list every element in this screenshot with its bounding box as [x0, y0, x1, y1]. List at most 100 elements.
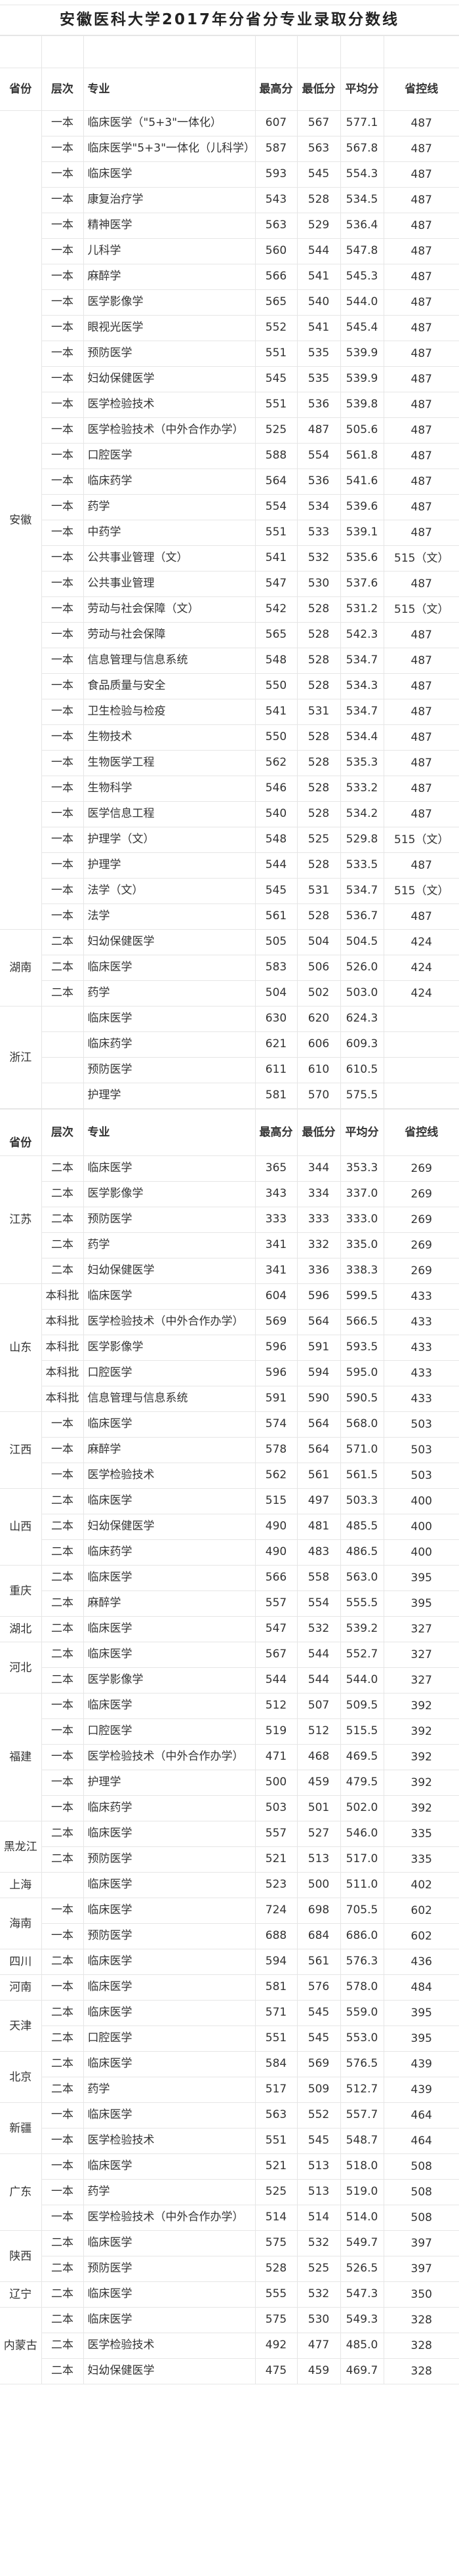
- table-row: 一本 精神医学 563 529 536.4 487: [0, 213, 459, 239]
- control-line-cell: 328: [383, 2358, 459, 2384]
- max-score-cell: 475: [254, 2358, 298, 2384]
- major-cell: 妇幼保健医学: [83, 1258, 256, 1284]
- table-row: 陕西 二本 临床医学 575 532 549.7 397: [0, 2230, 459, 2282]
- score-table: 省份 层次 专业 最高分 最低分 平均分 省控线 安徽 一本 临床医学（"5+3"一体化） 607 5…: [0, 35, 459, 1109]
- major-cell: 医学影像学: [83, 1667, 256, 1693]
- avg-score-cell: 529.8: [340, 827, 384, 853]
- max-score-cell: 504: [254, 980, 298, 1007]
- level-cell: 一本: [41, 1411, 84, 1438]
- control-line-cell: 400: [383, 1539, 459, 1566]
- major-cell: 预防医学: [83, 1207, 256, 1233]
- max-score-cell: 593: [254, 161, 298, 188]
- max-score-cell: 554: [254, 494, 298, 520]
- table-row: 一本 医学信息工程 540 528 534.2 487: [0, 801, 459, 827]
- level-cell: 一本: [41, 341, 84, 367]
- min-score-cell: 528: [296, 776, 341, 802]
- avg-score-cell: 534.7: [340, 878, 384, 904]
- avg-score-cell: 512.7: [340, 2077, 384, 2103]
- min-score-cell: 513: [296, 2179, 341, 2205]
- min-score-cell: 514: [296, 2205, 341, 2231]
- table-row: 一本 生物医学工程 562 528 535.3 487: [0, 750, 459, 776]
- avg-score-cell: 624.3: [340, 1006, 384, 1032]
- avg-score-cell: 534.3: [340, 673, 384, 699]
- major-cell: 妇幼保健医学: [83, 929, 256, 955]
- control-line-cell: 515（文）: [383, 827, 459, 853]
- major-cell: 儿科学: [83, 238, 256, 264]
- control-line-cell: 487: [383, 904, 459, 930]
- max-score-cell: 561: [254, 904, 298, 930]
- min-score-cell: 570: [296, 1083, 341, 1109]
- min-score-cell: 477: [296, 2333, 341, 2359]
- level-cell: [41, 1083, 84, 1109]
- control-line-cell: 392: [383, 1718, 459, 1745]
- table-row: 一本 医学检验技术 551 536 539.8 487: [0, 392, 459, 418]
- avg-score-cell: 486.5: [340, 1539, 384, 1566]
- major-cell: 临床药学: [83, 1539, 256, 1566]
- major-cell: 临床医学: [83, 2051, 256, 2077]
- level-cell: 一本: [41, 315, 84, 341]
- avg-score-cell: 590.5: [340, 1386, 384, 1412]
- level-cell: 一本: [41, 1693, 84, 1719]
- avg-score-cell: 469.5: [340, 1744, 384, 1770]
- level-cell: 一本: [41, 1744, 84, 1770]
- level-cell: 一本: [41, 1463, 84, 1489]
- province-cell: 天津: [0, 2000, 42, 2052]
- level-cell: 一本: [41, 1718, 84, 1745]
- max-score-cell: 512: [254, 1693, 298, 1719]
- max-score-cell: 566: [254, 264, 298, 290]
- level-cell: 二本: [41, 1949, 84, 1975]
- max-score-cell: 525: [254, 2179, 298, 2205]
- min-score-cell: 564: [296, 1411, 341, 1438]
- min-score-cell: 591: [296, 1335, 341, 1361]
- avg-score-cell: 536.4: [340, 213, 384, 239]
- max-score-cell: 563: [254, 2102, 298, 2129]
- province-cell: 海南: [0, 1898, 42, 1949]
- control-line-cell: 508: [383, 2179, 459, 2205]
- table-row: 一本 劳动与社会保障（文） 542 528 531.2 515（文）: [0, 596, 459, 623]
- level-cell: 一本: [41, 2153, 84, 2180]
- min-score-cell: 532: [296, 545, 341, 571]
- max-score-cell: 630: [254, 1006, 298, 1032]
- control-line-cell: [383, 1083, 459, 1109]
- min-score-cell: 564: [296, 1309, 341, 1335]
- min-score-cell: 528: [296, 801, 341, 827]
- max-score-cell: 565: [254, 622, 298, 648]
- column-header-major: 专业: [83, 1109, 256, 1156]
- min-score-cell: 610: [296, 1057, 341, 1083]
- max-score-cell: 569: [254, 1309, 298, 1335]
- level-cell: 一本: [41, 213, 84, 239]
- major-cell: 口腔医学: [83, 1360, 256, 1386]
- table-row: 湖南 二本 妇幼保健医学 505 504 504.5 424: [0, 929, 459, 1007]
- min-score-cell: 544: [296, 1642, 341, 1668]
- table-row: 二本 口腔医学 551 545 553.0 395: [0, 2025, 459, 2052]
- province-cell: 江苏: [0, 1155, 42, 1284]
- table-row: 二本 医学影像学 343 334 337.0 269: [0, 1181, 459, 1207]
- control-line-cell: 487: [383, 392, 459, 418]
- major-cell: 临床医学: [83, 2281, 256, 2308]
- control-line-cell: 487: [383, 520, 459, 546]
- avg-score-cell: 353.3: [340, 1155, 384, 1182]
- major-cell: 精神医学: [83, 213, 256, 239]
- max-score-cell: 564: [254, 468, 298, 495]
- major-cell: 口腔医学: [83, 2025, 256, 2052]
- major-cell: 预防医学: [83, 1923, 256, 1949]
- max-score-cell: 500: [254, 1770, 298, 1796]
- major-cell: 医学检验技术: [83, 1463, 256, 1489]
- avg-score-cell: 509.5: [340, 1693, 384, 1719]
- major-cell: 医学检验技术: [83, 2333, 256, 2359]
- min-score-cell: 561: [296, 1949, 341, 1975]
- column-header-avg: 平均分: [340, 1109, 384, 1156]
- control-line-cell: 508: [383, 2205, 459, 2231]
- avg-score-cell: 539.9: [340, 341, 384, 367]
- table-row: 山西 二本 临床医学 515 497 503.3 400: [0, 1488, 459, 1566]
- control-line-cell: 433: [383, 1360, 459, 1386]
- level-cell: 一本: [41, 776, 84, 802]
- level-cell: 一本: [41, 596, 84, 623]
- control-line-cell: 464: [383, 2102, 459, 2129]
- avg-score-cell: 526.0: [340, 955, 384, 981]
- avg-score-cell: 531.2: [340, 596, 384, 623]
- avg-score-cell: 559.0: [340, 2000, 384, 2026]
- min-score-cell: 544: [296, 1667, 341, 1693]
- avg-score-cell: 557.7: [340, 2102, 384, 2129]
- table-row: 一本 临床医学"5+3"一体化（儿科学） 587 563 567.8 487: [0, 136, 459, 162]
